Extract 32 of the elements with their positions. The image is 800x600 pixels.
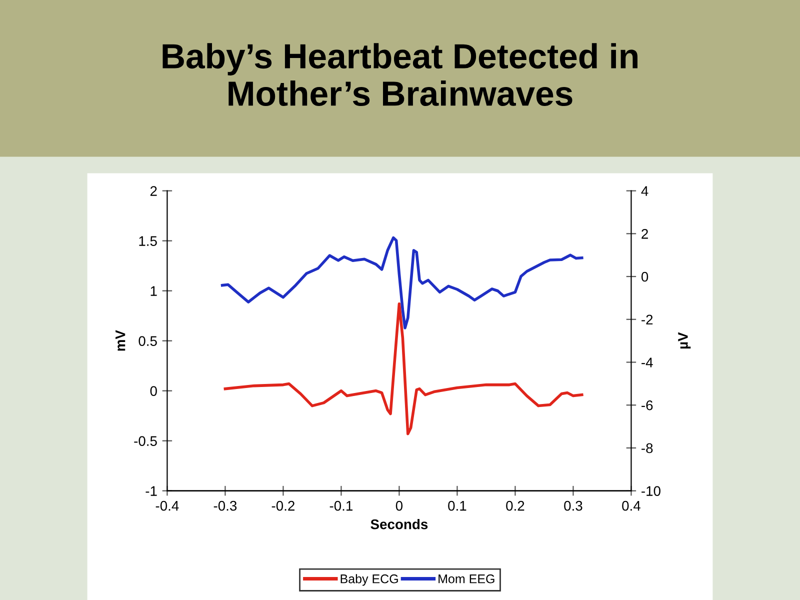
y2-tick-label: 2 [642,228,648,239]
y-tick-label: 1 [150,286,157,296]
y-tick-label: 0.5 [138,336,157,346]
y-tick-label: -0.5 [134,436,157,446]
y2-axis-title: µV [678,332,691,349]
y-axis-title: mV [116,330,126,351]
y-tick-label: 2 [150,186,157,196]
y2-tick-label: 4 [641,186,648,196]
legend-label: Baby ECG [340,574,398,586]
y2-tick-label: -8 [642,443,653,454]
x-tick-label: 0.3 [564,500,582,511]
line-series [224,302,584,436]
x-tick-label: -0.4 [156,500,179,511]
line-series [220,236,584,330]
chart-title: Baby’s Heartbeat Detected in Mother’s Brainwaves [162,43,638,106]
y2-tick-label: -2 [642,314,653,324]
x-tick-label: -0.1 [330,500,352,511]
y-tick-label: -1 [146,486,157,496]
y2-tick-label: -4 [642,358,653,368]
x-tick-label: 0 [396,500,403,511]
y-tick-label: 0 [150,386,157,396]
x-tick-label: 0.1 [448,500,466,511]
x-tick-label: 0.4 [622,500,640,511]
x-tick-label: 0.2 [506,500,524,511]
y2-tick-label: -6 [642,400,653,410]
y2-tick-label: -10 [642,486,660,496]
y-tick-label: 1.5 [139,236,157,246]
legend-label: Mom EEG [438,574,494,584]
x-tick-label: -0.3 [214,500,237,511]
x-axis-title: Seconds [370,519,428,530]
x-tick-label: -0.2 [272,500,294,511]
y2-tick-label: 0 [641,272,648,282]
